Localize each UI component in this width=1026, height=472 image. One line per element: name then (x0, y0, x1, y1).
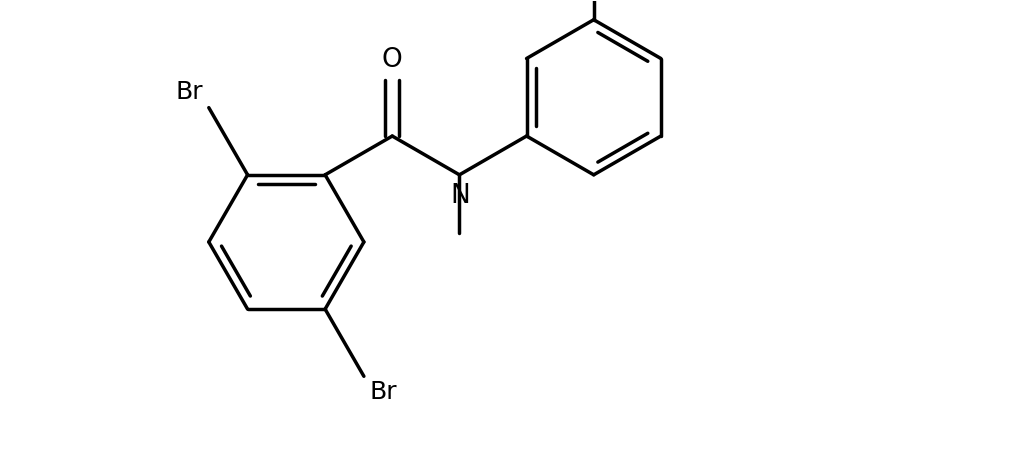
Text: Br: Br (369, 380, 397, 404)
Text: Br: Br (175, 80, 203, 104)
Text: N: N (450, 183, 470, 209)
Text: O: O (382, 47, 402, 73)
